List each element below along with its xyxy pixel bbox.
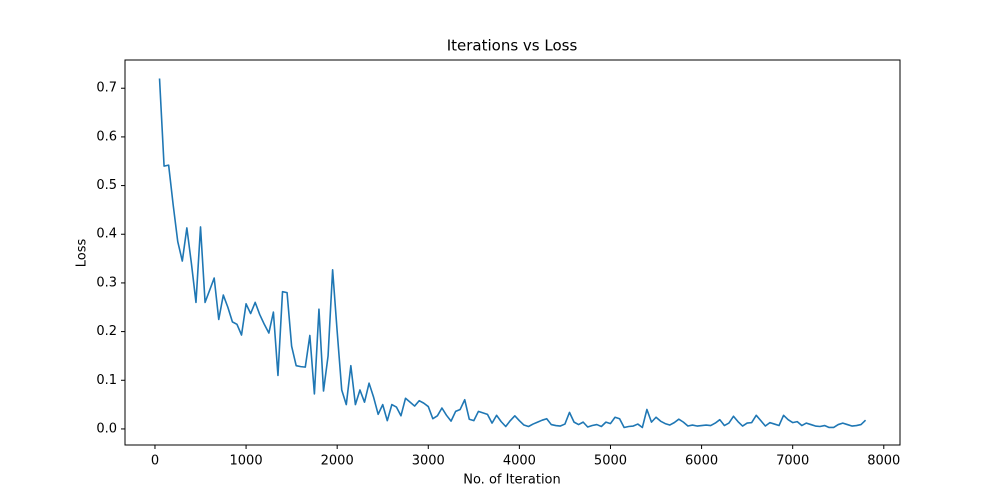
y-axis-label: Loss — [75, 239, 90, 268]
y-tick-label: 0.3 — [96, 275, 117, 290]
x-axis-label: No. of Iteration — [463, 473, 561, 488]
x-tick-label: 7000 — [776, 454, 809, 469]
y-tick-label: 0.7 — [96, 81, 117, 96]
y-tick-label: 0.4 — [96, 227, 117, 242]
y-tick-label: 0.5 — [96, 178, 117, 193]
loss-line — [158, 78, 867, 429]
x-tick-label: 4000 — [503, 454, 536, 469]
x-tick-label: 8000 — [867, 454, 900, 469]
axes-frame — [124, 59, 901, 446]
y-tick-label: 0.1 — [96, 373, 117, 388]
x-tick-label: 2000 — [321, 454, 354, 469]
x-tick-label: 1000 — [230, 454, 263, 469]
x-tick-label: 6000 — [685, 454, 718, 469]
chart-title: Iterations vs Loss — [447, 37, 578, 55]
x-tick-label: 3000 — [412, 454, 445, 469]
y-tick-label: 0.2 — [96, 324, 117, 339]
y-tick-label: 0.0 — [96, 421, 117, 436]
x-tick-label: 5000 — [594, 454, 627, 469]
x-tick-label: 0 — [151, 454, 159, 469]
y-tick-label: 0.6 — [96, 129, 117, 144]
